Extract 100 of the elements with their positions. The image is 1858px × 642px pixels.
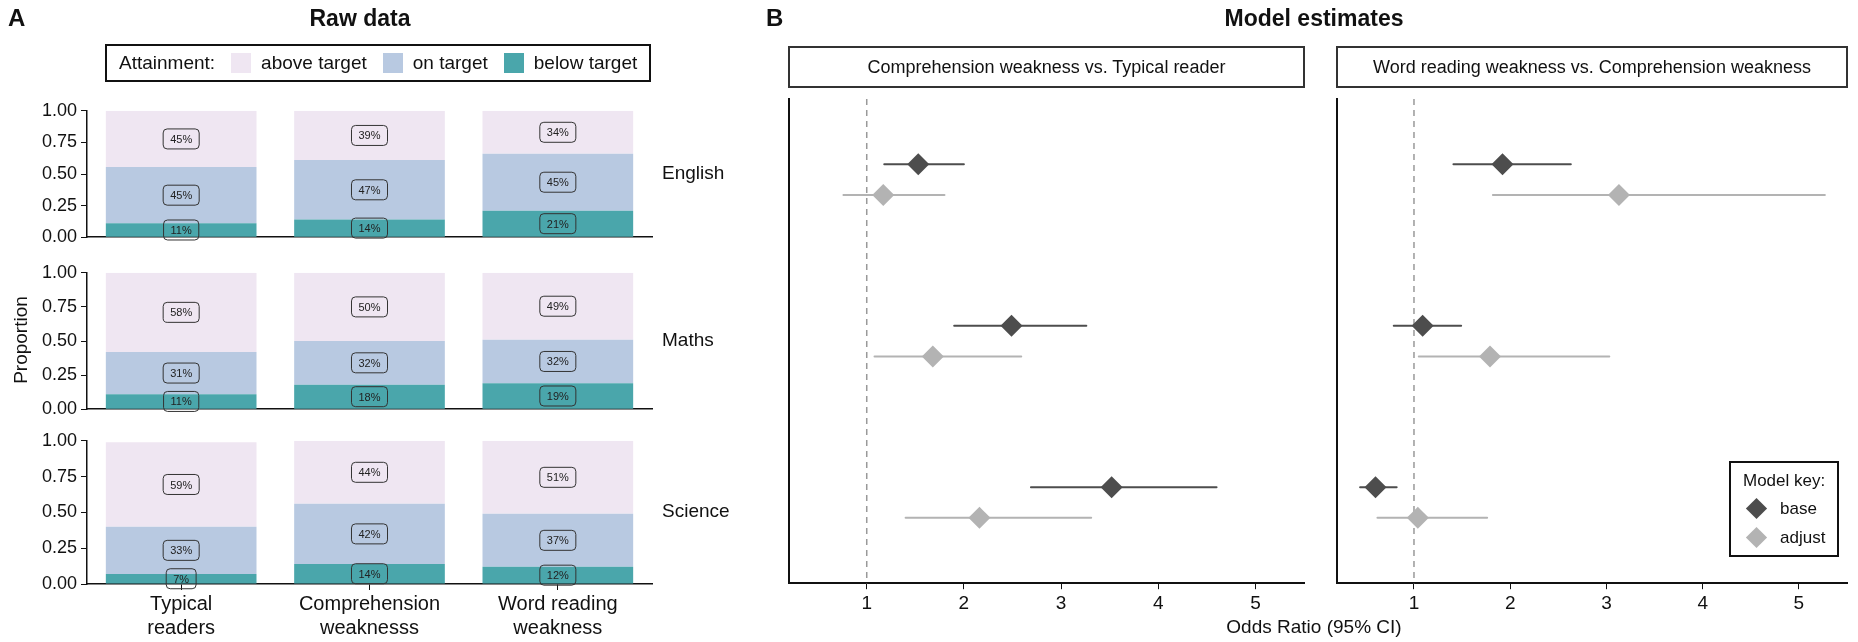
bar (482, 513, 634, 567)
y-tick-label: 1.00 (41, 429, 77, 450)
bar (294, 563, 445, 584)
data-label: 39% (358, 129, 381, 142)
bar (105, 526, 257, 574)
data-label: 49% (546, 300, 570, 313)
y-tick-label: 0.00 (41, 572, 77, 593)
data-label: 37% (546, 534, 570, 547)
y-axis-title: Proportion (10, 295, 32, 386)
data-label: 44% (358, 466, 381, 479)
data-label: 45% (546, 176, 570, 189)
chart-subtitle: Comprehension weakness vs. Typical reader (788, 46, 1305, 88)
data-label: 50% (358, 300, 381, 313)
y-tick-label: 0.00 (41, 398, 77, 419)
bar (105, 167, 257, 224)
y-tick-label: 0.00 (41, 226, 77, 247)
y-tick-label: 1.00 (41, 261, 77, 282)
data-label: 7% (173, 572, 190, 585)
bar (482, 339, 634, 384)
text: B (766, 4, 784, 32)
x-tick-label: 5 (1793, 591, 1805, 613)
bar (294, 219, 445, 237)
data-label: 33% (170, 544, 193, 557)
data-label: 21% (546, 217, 570, 230)
x-tick-label: 2 (1504, 591, 1516, 613)
x-tick-label: 3 (1055, 591, 1067, 613)
data-label: 11% (170, 395, 192, 408)
y-tick-label: 0.75 (41, 465, 77, 486)
data-label: 18% (358, 390, 381, 403)
y-tick-label: 0.25 (41, 537, 77, 558)
y-tick-label: 0.50 (41, 329, 77, 350)
x-tick-label: Comprehension weaknesss (298, 591, 441, 638)
x-tick-label: 1 (861, 591, 873, 613)
data-label: 45% (170, 189, 193, 202)
y-tick-label: 0.50 (41, 501, 77, 522)
legend-title: Model key: (1743, 471, 1826, 492)
x-tick-label: 3 (1601, 591, 1612, 613)
data-label: 51% (546, 471, 570, 484)
data-label: 59% (170, 478, 193, 491)
bar (105, 442, 257, 527)
legend-label: adjust (1780, 527, 1826, 548)
bar (105, 272, 257, 352)
chart-title: Model estimates (1224, 5, 1404, 31)
y-tick-label: 0.25 (41, 364, 77, 385)
y-tick-label: 0.75 (41, 295, 77, 316)
bar (105, 110, 257, 168)
data-label: 14% (358, 222, 381, 235)
x-tick-label: Word reading weakness (497, 591, 618, 638)
data-label: 19% (546, 390, 570, 403)
bar (482, 566, 634, 584)
text: Science (662, 500, 730, 523)
text: Maths (662, 329, 714, 351)
data-label: 11% (170, 224, 192, 237)
bar (482, 440, 634, 514)
bar (105, 223, 257, 237)
bar (105, 394, 257, 409)
text: A (8, 4, 26, 32)
y-tick-label: 1.00 (41, 99, 77, 120)
data-label: 45% (170, 132, 193, 145)
bar (105, 351, 257, 395)
bar (482, 272, 634, 340)
data-label: 12% (546, 569, 570, 582)
bar (294, 341, 445, 385)
bar (482, 383, 634, 409)
chart-subtitle: Word reading weakness vs. Comprehension weakness (1336, 46, 1848, 88)
legend-label: above target (261, 52, 367, 74)
bar (294, 160, 445, 220)
x-tick-label: 2 (958, 591, 970, 613)
bar (482, 110, 634, 154)
text: English (662, 162, 725, 184)
data-label: 31% (170, 367, 193, 380)
legend-label: on target (412, 52, 488, 74)
x-tick-label: 4 (1697, 591, 1709, 613)
bar (294, 503, 445, 564)
data-label: 32% (546, 355, 570, 368)
legend-title: Attainment: (119, 52, 216, 74)
x-tick-label: 1 (1408, 591, 1420, 613)
data-label: 58% (170, 306, 193, 319)
data-label: 34% (546, 126, 570, 139)
data-label: 14% (358, 567, 381, 580)
bar (105, 573, 257, 584)
legend-label: base (1780, 498, 1817, 519)
x-tick-label: 5 (1250, 591, 1261, 613)
chart-title: Raw data (309, 5, 411, 31)
x-tick-label: 4 (1152, 591, 1164, 613)
x-tick-label: Typical readers (147, 591, 216, 638)
data-label: 32% (358, 356, 381, 369)
bar (482, 210, 634, 237)
legend-label: below target (533, 52, 638, 74)
data-label: 47% (358, 183, 381, 196)
bar (294, 272, 445, 341)
bar (482, 153, 634, 211)
y-tick-label: 0.50 (41, 162, 77, 183)
y-tick-label: 0.75 (41, 131, 77, 152)
x-axis-title: Odds Ratio (95% CI) (1225, 616, 1403, 638)
bar (294, 440, 445, 504)
bar (294, 384, 445, 409)
data-label: 42% (358, 527, 381, 540)
bar (294, 110, 445, 161)
y-tick-label: 0.25 (41, 194, 77, 215)
